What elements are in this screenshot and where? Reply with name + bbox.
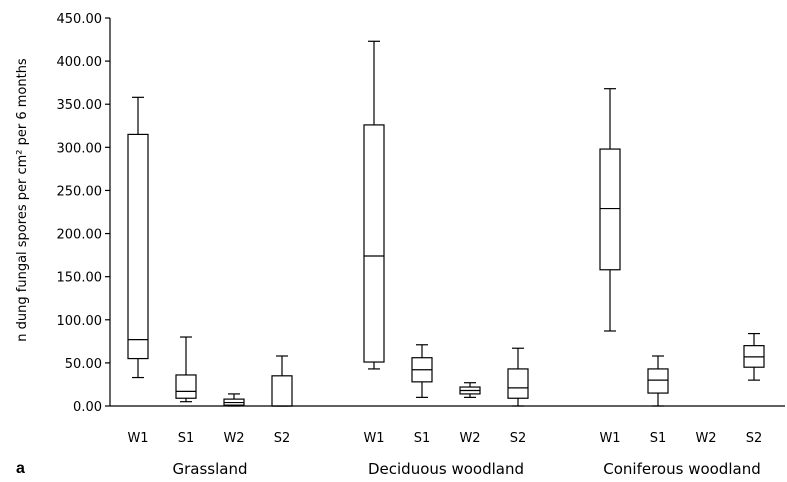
- x-category-label: W2: [695, 431, 716, 446]
- panel-label: a: [16, 460, 25, 477]
- y-ticks: 0.00 50.00 100.00 150.00 200.00 250.00 300.00 3…: [57, 12, 110, 415]
- iqr-box: [363, 124, 385, 363]
- y-tick-label: 350.00: [57, 98, 103, 113]
- y-tick-label: 150.00: [57, 271, 103, 286]
- iqr-box: [647, 368, 669, 394]
- group-label: Grassland: [173, 460, 248, 478]
- box-deciduous-woodland-w1: [363, 40, 385, 370]
- axes: [109, 18, 785, 407]
- iqr-box: [175, 374, 197, 399]
- box-coniferous-woodland-s1: [647, 355, 669, 407]
- y-tick-label: 400.00: [57, 55, 103, 70]
- box-deciduous-woodland-s1: [411, 344, 433, 398]
- box-coniferous-woodland-s2: [743, 332, 765, 381]
- y-tick-label: 450.00: [57, 12, 103, 27]
- x-category-label: S2: [746, 431, 763, 446]
- y-tick-label: 300.00: [57, 141, 103, 156]
- group-label: Deciduous woodland: [368, 460, 524, 478]
- y-tick-label: 100.00: [57, 314, 103, 329]
- x-category-labels: W1 S1 W2 S2 W1 S1 W2 S2 W1 S1 W2 S2: [127, 431, 762, 446]
- x-category-label: W1: [363, 431, 384, 446]
- box-grassland-s1: [175, 336, 197, 403]
- iqr-box: [599, 148, 621, 271]
- y-tick-label: 50.00: [65, 357, 102, 372]
- x-category-label: W1: [127, 431, 148, 446]
- x-category-label: W2: [459, 431, 480, 446]
- y-tick-label: 200.00: [57, 228, 103, 243]
- y-axis-label: n dung fungal spores per cm² per 6 month…: [15, 58, 30, 342]
- group-label: Coniferous woodland: [603, 460, 760, 478]
- box-coniferous-woodland-w1: [599, 88, 621, 332]
- x-category-label: S1: [178, 431, 195, 446]
- x-category-label: S1: [414, 431, 431, 446]
- x-category-label: W1: [599, 431, 620, 446]
- x-category-label: S1: [650, 431, 667, 446]
- x-category-label: S2: [274, 431, 291, 446]
- box-deciduous-woodland-w2: [459, 382, 481, 398]
- boxes: [127, 40, 765, 407]
- box-grassland-w1: [127, 96, 149, 379]
- box-grassland-s2: [271, 355, 293, 407]
- y-tick-label: 0.00: [73, 400, 102, 415]
- y-tick-label: 250.00: [57, 184, 103, 199]
- iqr-box: [271, 375, 293, 407]
- iqr-box: [507, 368, 529, 399]
- iqr-box: [127, 133, 149, 360]
- group-labels: Grassland Deciduous woodland Coniferous wo…: [173, 460, 761, 478]
- x-category-label: S2: [510, 431, 527, 446]
- box-grassland-w2: [223, 393, 245, 407]
- x-category-label: W2: [223, 431, 244, 446]
- box-deciduous-woodland-s2: [507, 347, 529, 407]
